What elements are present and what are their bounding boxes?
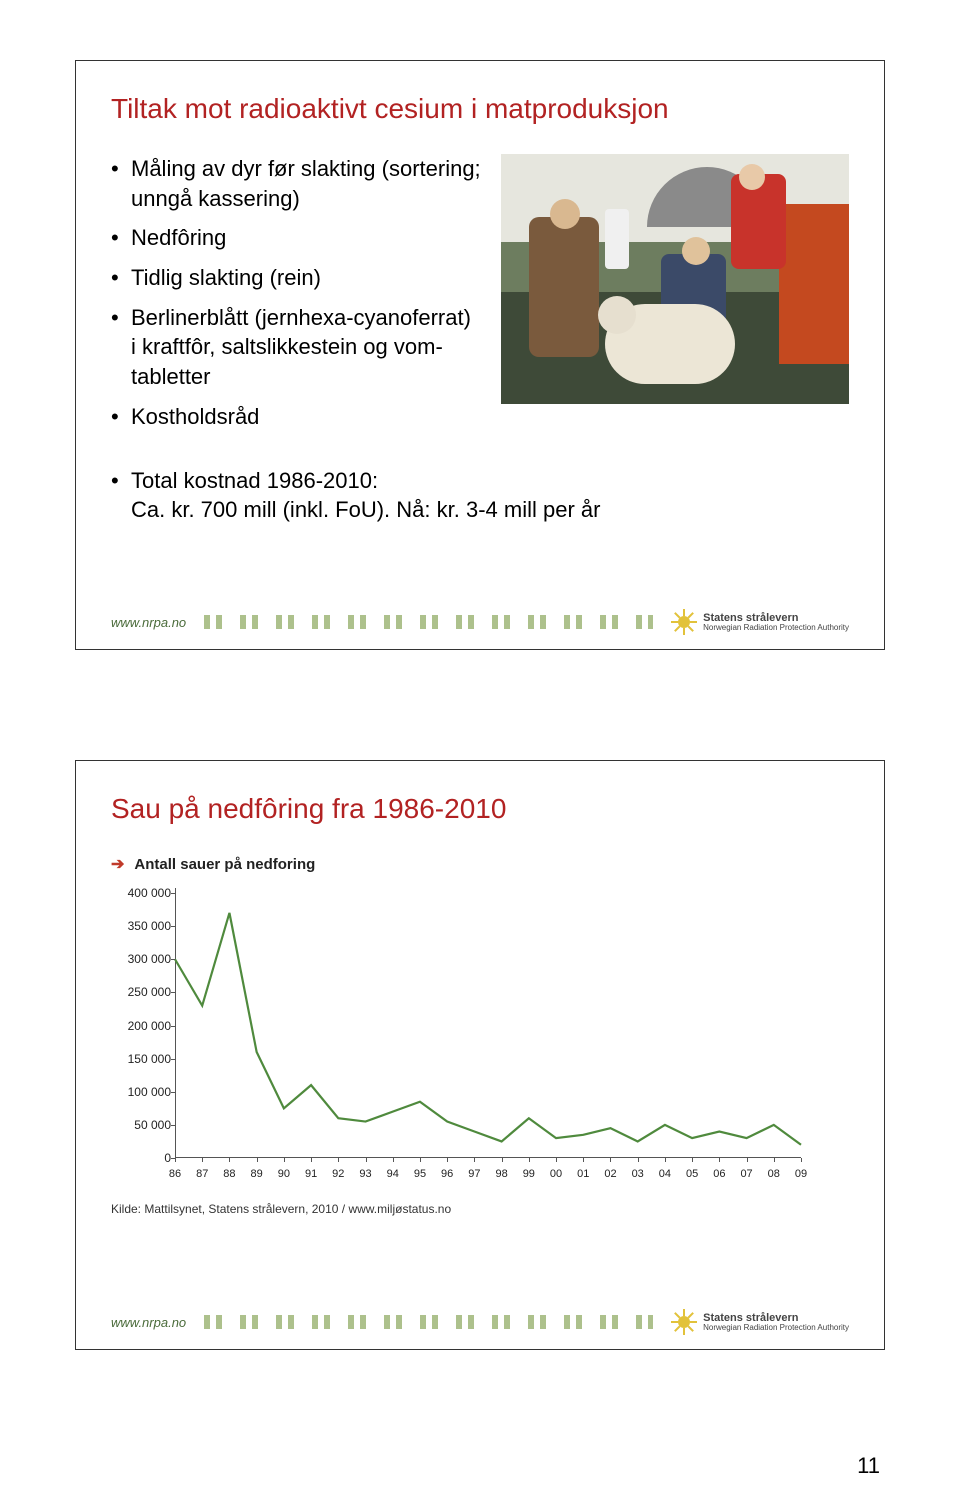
logo-text2: Norwegian Radiation Protection Authority	[703, 1324, 849, 1333]
x-tick-label: 02	[604, 1168, 616, 1180]
x-tick-label: 07	[740, 1168, 752, 1180]
cost-line1: Total kostnad 1986-2010:	[131, 468, 378, 493]
sun-icon	[671, 1309, 697, 1335]
y-tick-label: 150 000	[111, 1052, 171, 1066]
x-tick-label: 87	[196, 1168, 208, 1180]
x-tick-label: 93	[359, 1168, 371, 1180]
footer-logo: Statens strålevern Norwegian Radiation P…	[671, 609, 849, 635]
cost-bullet: Total kostnad 1986-2010: Ca. kr. 700 mil…	[111, 466, 849, 525]
logo-text2: Norwegian Radiation Protection Authority	[703, 624, 849, 633]
x-tick-label: 00	[550, 1168, 562, 1180]
chart-container: ➔ Antall sauer på nedforing 0 50 000 100 0…	[111, 854, 821, 1216]
slide-2: Sau på nedfôring fra 1986-2010 ➔ Antall …	[75, 760, 885, 1350]
footer-bar	[204, 615, 653, 629]
chart-source: Kilde: Mattilsynet, Statens strålevern, …	[111, 1202, 821, 1216]
bullet: Tidlig slakting (rein)	[111, 263, 481, 293]
bullet: Kostholdsråd	[111, 402, 481, 432]
slide1-title: Tiltak mot radioaktivt cesium i matprodu…	[111, 91, 849, 126]
x-tick-label: 88	[223, 1168, 235, 1180]
y-tick-label: 200 000	[111, 1019, 171, 1033]
bullet: Måling av dyr før slakting (sortering; u…	[111, 154, 481, 213]
x-tick-label: 04	[659, 1168, 671, 1180]
x-tick-label: 03	[632, 1168, 644, 1180]
slide-1: Tiltak mot radioaktivt cesium i matprodu…	[75, 60, 885, 650]
x-tick-label: 89	[251, 1168, 263, 1180]
page-number: 11	[857, 1453, 880, 1479]
slide-footer: www.nrpa.no Statens strålevern Norwegian…	[111, 609, 849, 635]
footer-bar	[204, 1315, 653, 1329]
cost-line2: Ca. kr. 700 mill (inkl. FoU). Nå: kr. 3-…	[131, 497, 600, 522]
x-tick-label: 92	[332, 1168, 344, 1180]
slide1-cost: Total kostnad 1986-2010: Ca. kr. 700 mil…	[111, 466, 849, 525]
y-tick-label: 100 000	[111, 1085, 171, 1099]
slide2-title: Sau på nedfôring fra 1986-2010	[111, 791, 849, 826]
x-tick-label: 06	[713, 1168, 725, 1180]
slide1-photo	[501, 154, 849, 404]
slide1-content: Måling av dyr før slakting (sortering; u…	[111, 154, 849, 442]
x-tick-label: 91	[305, 1168, 317, 1180]
x-tick-label: 96	[441, 1168, 453, 1180]
line-chart: 0 50 000 100 000 150 000 200 000 250 000 300 0…	[111, 888, 811, 1188]
logo-text1: Statens strålevern	[703, 1312, 849, 1324]
footer-logo: Statens strålevern Norwegian Radiation P…	[671, 1309, 849, 1335]
y-tick-label: 350 000	[111, 919, 171, 933]
chart-legend: ➔ Antall sauer på nedforing	[111, 854, 821, 874]
y-tick-label: 300 000	[111, 952, 171, 966]
x-tick-label: 94	[387, 1168, 399, 1180]
x-tick-label: 99	[523, 1168, 535, 1180]
footer-url: www.nrpa.no	[111, 1315, 186, 1330]
chart-line	[175, 913, 801, 1145]
x-tick-label: 01	[577, 1168, 589, 1180]
chart-svg	[111, 888, 811, 1188]
x-tick-label: 90	[278, 1168, 290, 1180]
chart-legend-label: Antall sauer på nedforing	[134, 856, 315, 873]
x-tick-label: 98	[495, 1168, 507, 1180]
footer-url: www.nrpa.no	[111, 615, 186, 630]
y-tick-label: 400 000	[111, 886, 171, 900]
y-tick-label: 250 000	[111, 985, 171, 999]
slide-footer: www.nrpa.no Statens strålevern Norwegian…	[111, 1309, 849, 1335]
x-tick-label: 09	[795, 1168, 807, 1180]
arrow-icon: ➔	[111, 854, 124, 874]
x-tick-label: 05	[686, 1168, 698, 1180]
x-tick-label: 86	[169, 1168, 181, 1180]
y-tick-label: 50 000	[111, 1118, 171, 1132]
x-tick-label: 97	[468, 1168, 480, 1180]
y-tick-label: 0	[111, 1151, 171, 1165]
sun-icon	[671, 609, 697, 635]
slide1-bullets: Måling av dyr før slakting (sortering; u…	[111, 154, 481, 442]
x-tick-label: 95	[414, 1168, 426, 1180]
logo-text1: Statens strålevern	[703, 612, 849, 624]
x-tick-label: 08	[768, 1168, 780, 1180]
bullet: Berlinerblått (jernhexa-cyanoferrat) i k…	[111, 303, 481, 392]
bullet: Nedfôring	[111, 223, 481, 253]
